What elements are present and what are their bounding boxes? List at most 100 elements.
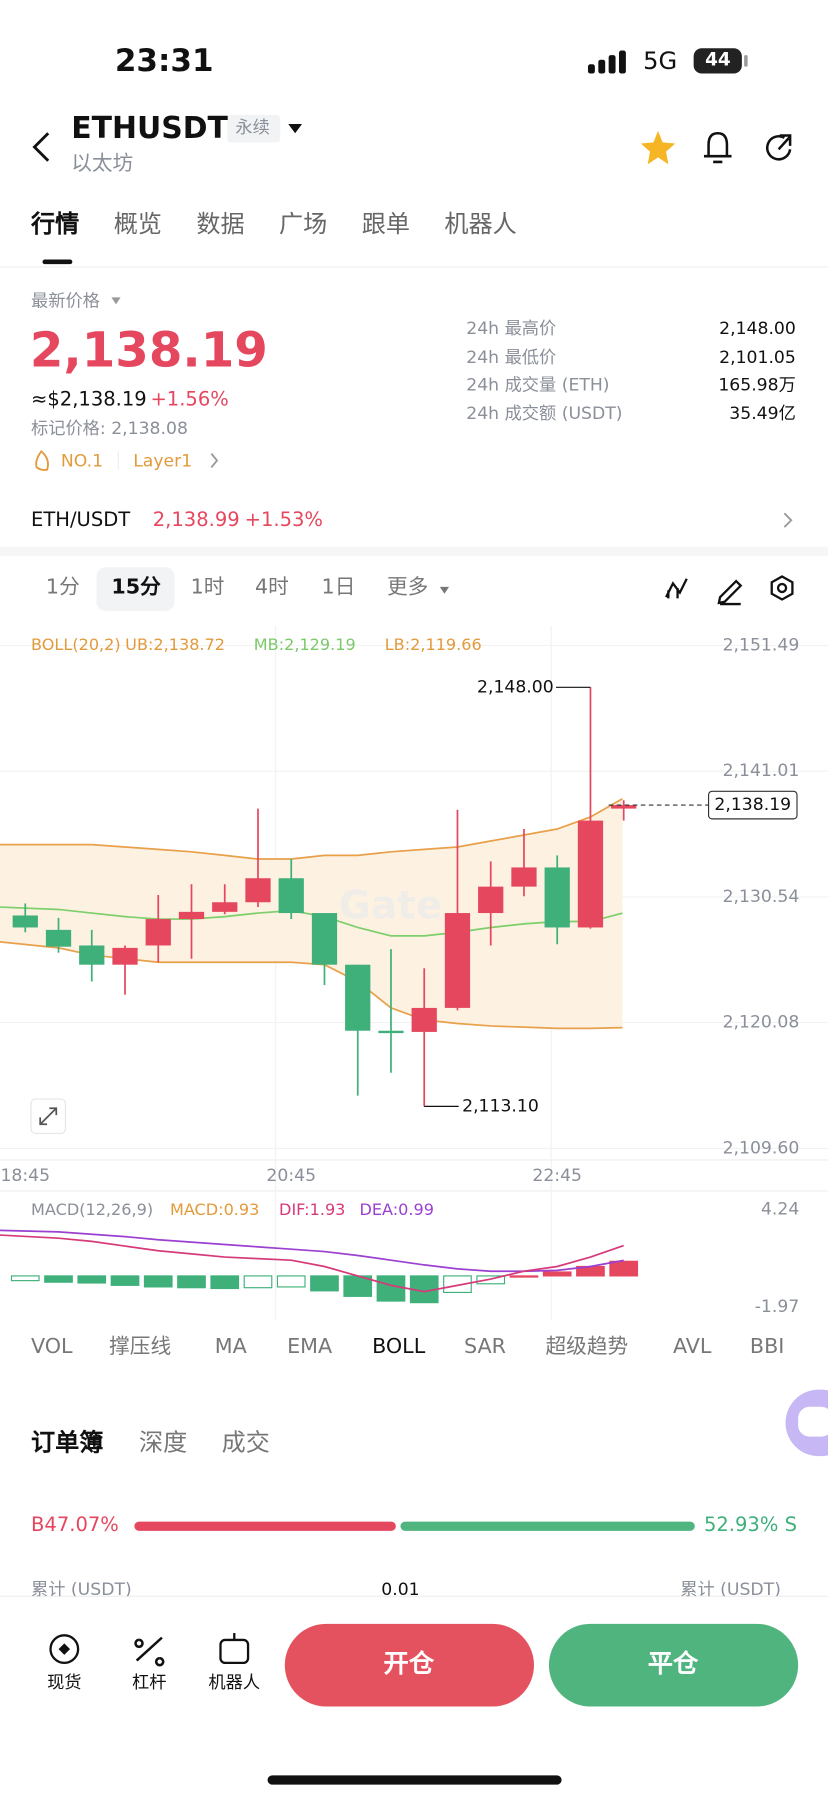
stat-value: 2,148.00: [719, 318, 796, 339]
bell-icon[interactable]: [703, 131, 732, 164]
interval[interactable]: 15分: [111, 575, 161, 600]
margin-icon[interactable]: [134, 1636, 165, 1667]
back-icon[interactable]: [32, 132, 50, 162]
sell-ratio: 52.93% S: [703, 1513, 797, 1537]
close-label[interactable]: 平仓: [647, 1650, 699, 1679]
assistant-icon: [798, 1406, 828, 1437]
macd-bar: [110, 1275, 140, 1286]
orderbook-tab[interactable]: 订单簿: [31, 1428, 104, 1457]
spot-icon[interactable]: [49, 1634, 80, 1665]
chevron[interactable]: [783, 512, 793, 528]
symbol-subtitle: 以太坊: [71, 151, 134, 176]
last-price-label: 2,138.19: [714, 795, 791, 815]
open-button[interactable]: [284, 1623, 535, 1707]
status-network: 5G: [643, 47, 678, 75]
tab-underline: [42, 259, 73, 265]
interval[interactable]: 4时: [254, 575, 289, 600]
indicator-tab[interactable]: SAR: [463, 1334, 506, 1359]
candle-body: [12, 915, 38, 928]
interval[interactable]: 1分: [45, 575, 80, 600]
indicator-tab[interactable]: 超级趋势: [545, 1334, 629, 1359]
battery-icon: [693, 48, 742, 74]
indicator-tab[interactable]: VOL: [31, 1334, 73, 1359]
indicator-icon[interactable]: [665, 578, 688, 599]
indicator-tab[interactable]: EMA: [287, 1334, 333, 1359]
indicator-tab[interactable]: BBI: [749, 1334, 785, 1359]
macd-bar: [310, 1275, 339, 1292]
dropdown-icon[interactable]: [288, 124, 303, 134]
candle-body: [245, 878, 271, 903]
close-button[interactable]: [548, 1623, 799, 1707]
macd-bar: [10, 1275, 40, 1282]
rank-tag[interactable]: NO.1: [60, 450, 104, 471]
boll-mb: MB:2,129.19: [253, 636, 356, 655]
y2-tick-label: 4.24: [761, 1199, 799, 1219]
spot-pair[interactable]: ETH/USDT: [31, 508, 131, 532]
orderbook-tab[interactable]: 深度: [138, 1428, 188, 1457]
macd-title: MACD(12,26,9): [31, 1201, 154, 1220]
orderbook-tab[interactable]: 成交: [221, 1428, 270, 1457]
y-tick-label: 2,130.54: [723, 887, 800, 907]
interval-selected: [96, 567, 175, 611]
candle-body: [378, 1030, 404, 1034]
nav-label[interactable]: 杠杆: [132, 1672, 167, 1693]
nav-label[interactable]: 机器人: [208, 1672, 261, 1693]
y-tick-label: 2,120.08: [723, 1013, 800, 1033]
usd-price: ≈$2,138.19: [31, 388, 147, 412]
price-change: +1.56%: [150, 388, 229, 412]
tab[interactable]: 广场: [279, 210, 328, 238]
favorite-icon[interactable]: [640, 130, 676, 165]
interval[interactable]: 更多: [387, 575, 429, 600]
tab[interactable]: 概览: [113, 210, 162, 238]
macd-bar: [177, 1275, 206, 1289]
stat-value: 165.98万: [718, 374, 796, 396]
boll-ub: UB:2,138.72: [125, 636, 225, 655]
column-header: 累计 (USDT): [680, 1579, 781, 1597]
indicator-tab[interactable]: AVL: [672, 1334, 712, 1359]
macd-bar: [210, 1275, 240, 1290]
share-icon[interactable]: [766, 134, 792, 161]
candle-body: [178, 911, 205, 920]
column-header[interactable]: 0.01: [381, 1579, 420, 1597]
settings-icon[interactable]: [770, 575, 794, 601]
y-tick-label: 2,141.01: [723, 761, 800, 781]
indicator-tab[interactable]: BOLL: [372, 1334, 426, 1359]
tab[interactable]: 跟单: [361, 210, 410, 238]
buy-bar: [134, 1521, 396, 1531]
indicator-tab[interactable]: 撑压线: [109, 1334, 172, 1359]
stat-value: 35.49亿: [729, 403, 796, 424]
open-label[interactable]: 开仓: [383, 1650, 435, 1679]
candle-body: [79, 945, 105, 965]
candle-body: [444, 913, 471, 1008]
stat-value: 2,101.05: [719, 346, 796, 368]
interval[interactable]: 1时: [190, 575, 225, 600]
x-tick-label: 20:45: [266, 1166, 316, 1186]
sector-tag[interactable]: Layer1: [133, 450, 193, 471]
battery-level: 44: [705, 48, 731, 71]
nav-label[interactable]: 现货: [47, 1672, 82, 1693]
stat-label: 24h 最高价: [466, 318, 557, 339]
symbol[interactable]: ETHUSDT: [71, 111, 228, 146]
tab[interactable]: 机器人: [444, 210, 517, 238]
tab[interactable]: 数据: [196, 210, 245, 238]
fire-icon: [35, 449, 49, 471]
y-tick-label: 2,151.49: [723, 635, 800, 655]
dea-value: DEA:0.99: [359, 1201, 434, 1220]
interval[interactable]: 1日: [321, 575, 356, 600]
tab[interactable]: 行情: [31, 210, 80, 238]
macd-value: MACD:0.93: [169, 1201, 260, 1220]
home-indicator: [267, 1775, 562, 1785]
spot-change: +1.53%: [244, 508, 323, 532]
macd-bar: [276, 1275, 306, 1288]
dropdown-icon: [111, 297, 121, 305]
dropdown-icon[interactable]: [439, 586, 450, 594]
expand-icon: [39, 1107, 58, 1126]
stat-label: 24h 成交量 (ETH): [466, 374, 610, 396]
indicator-tab[interactable]: MA: [214, 1334, 247, 1359]
chevron[interactable]: [210, 453, 219, 468]
status-time: 23:31: [114, 43, 214, 80]
candle-body: [311, 913, 338, 965]
draw-icon[interactable]: [717, 579, 743, 606]
high-label: 2,148.00: [477, 677, 554, 697]
